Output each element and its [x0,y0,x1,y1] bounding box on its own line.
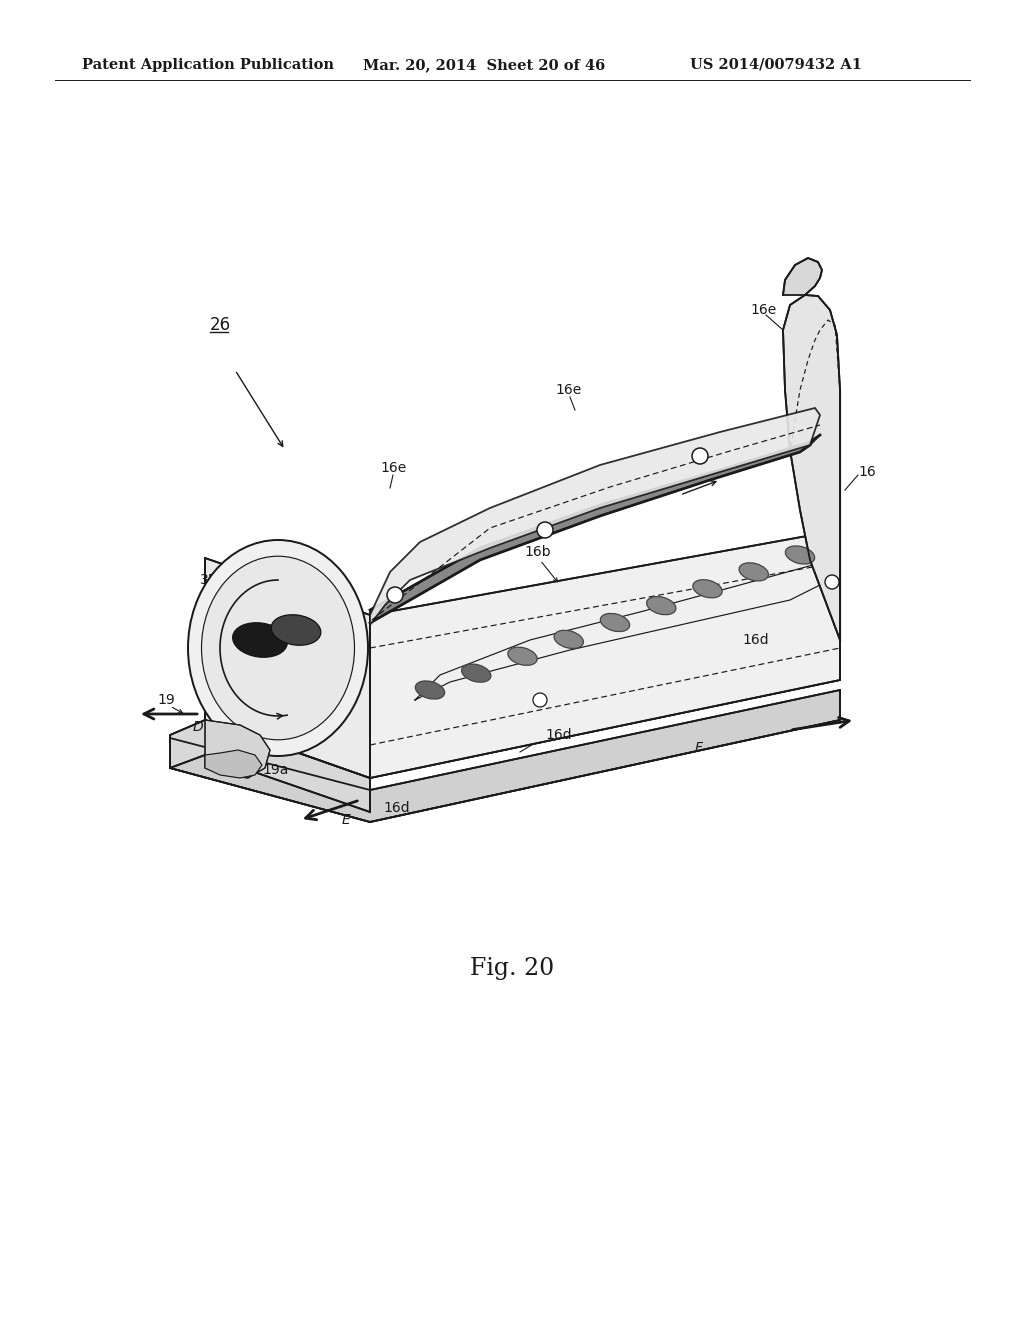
Ellipse shape [188,540,368,756]
Polygon shape [170,690,840,822]
Ellipse shape [554,630,584,648]
Ellipse shape [232,623,288,657]
Polygon shape [205,558,370,777]
Ellipse shape [600,614,630,631]
Ellipse shape [646,597,676,615]
Text: 35b: 35b [196,605,222,619]
Text: 35a: 35a [200,573,226,587]
Polygon shape [205,640,840,777]
Ellipse shape [416,681,444,700]
Circle shape [534,693,547,708]
Text: F: F [695,741,703,755]
Text: 19: 19 [157,693,175,708]
Ellipse shape [462,664,490,682]
Text: 16: 16 [858,465,876,479]
Text: 16e: 16e [555,383,582,397]
Circle shape [825,576,839,589]
Ellipse shape [508,647,538,665]
Polygon shape [783,257,822,294]
Text: 16e: 16e [380,461,407,475]
Text: E: E [342,813,351,828]
Text: 16d: 16d [742,634,769,647]
Text: 16d: 16d [545,729,571,742]
Circle shape [692,447,708,465]
Text: 19a: 19a [262,763,289,777]
Text: US 2014/0079432 A1: US 2014/0079432 A1 [690,58,862,73]
Ellipse shape [739,562,768,581]
Polygon shape [205,750,262,777]
Ellipse shape [785,546,815,564]
Text: D: D [193,719,204,734]
Ellipse shape [271,615,321,645]
Text: 26: 26 [210,315,231,334]
Circle shape [537,521,553,539]
Text: Fig. 20: Fig. 20 [470,957,554,979]
Ellipse shape [202,556,354,739]
Polygon shape [370,531,840,777]
Polygon shape [370,436,820,623]
Text: 16e: 16e [750,304,776,317]
Circle shape [387,587,403,603]
Polygon shape [783,294,840,640]
Text: 16d: 16d [383,801,410,814]
Polygon shape [370,408,820,624]
Text: Patent Application Publication: Patent Application Publication [82,58,334,73]
Polygon shape [205,719,270,777]
Polygon shape [170,719,370,812]
Text: Mar. 20, 2014  Sheet 20 of 46: Mar. 20, 2014 Sheet 20 of 46 [362,58,605,73]
Ellipse shape [693,579,722,598]
Text: 16b: 16b [524,545,551,558]
